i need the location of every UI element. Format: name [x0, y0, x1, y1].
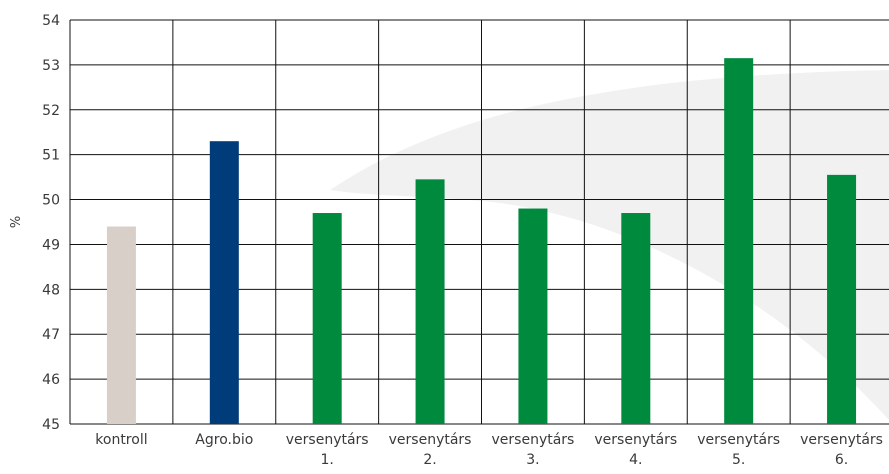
x-axis-labels: kontroll Agro.bio versenytárs 1. versenytárs…: [95, 432, 883, 468]
x-category-label: versenytárs: [286, 432, 369, 448]
y-tick-label: 46: [42, 372, 60, 388]
x-category-label: versenytárs: [389, 432, 472, 448]
bar-4: [415, 179, 445, 424]
x-category-label: 4.: [629, 452, 642, 468]
x-category-label: versenytárs: [492, 432, 575, 448]
x-category-label: Agro.bio: [195, 432, 253, 448]
y-axis-ticks: 45 46 47 48 49 50 51 52 53 54: [42, 13, 60, 433]
x-category-label: 2.: [423, 452, 436, 468]
bar-1: [106, 226, 136, 424]
x-category-label: versenytárs: [800, 432, 883, 448]
y-tick-label: 52: [42, 103, 60, 119]
x-category-label: versenytárs: [594, 432, 677, 448]
x-category-label: 6.: [835, 452, 848, 468]
bars: [106, 58, 857, 425]
y-tick-label: 54: [42, 13, 60, 29]
bar-7: [724, 58, 754, 425]
y-tick-label: 50: [42, 193, 60, 209]
x-category-label: 1.: [321, 452, 334, 468]
y-tick-label: 45: [42, 417, 60, 433]
gridlines: [69, 19, 889, 425]
background-watermark-swoosh: [330, 70, 889, 420]
watermark-swoosh-shape: [330, 70, 889, 420]
bar-2: [209, 141, 239, 424]
y-tick-label: 53: [42, 58, 60, 74]
bar-3: [312, 213, 342, 424]
y-tick-label: 51: [42, 148, 60, 164]
x-category-label: 5.: [732, 452, 745, 468]
y-tick-label: 49: [42, 237, 60, 253]
y-tick-label: 47: [42, 327, 60, 343]
y-axis-title: %: [9, 216, 24, 228]
x-category-label: 3.: [526, 452, 539, 468]
bar-8: [827, 174, 857, 424]
y-tick-label: 48: [42, 282, 60, 298]
bar-5: [518, 208, 548, 424]
x-category-label: kontroll: [95, 432, 147, 448]
x-category-label: versenytárs: [697, 432, 780, 448]
bar-6: [621, 213, 651, 424]
